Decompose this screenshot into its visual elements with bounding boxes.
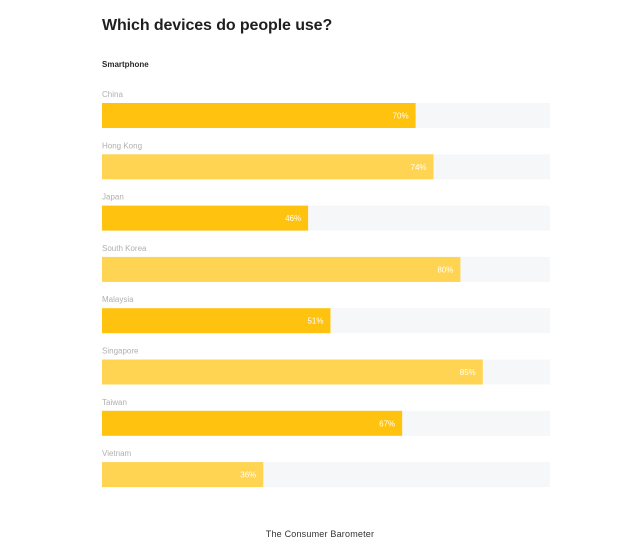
bar bbox=[102, 154, 434, 180]
chart-subtitle: Smartphone bbox=[102, 60, 149, 69]
data-label: 74% bbox=[411, 163, 427, 172]
data-label: 51% bbox=[307, 317, 323, 326]
category-label: South Korea bbox=[102, 244, 147, 253]
data-label: 80% bbox=[437, 265, 453, 274]
bar bbox=[102, 256, 461, 282]
category-label: Hong Kong bbox=[102, 141, 142, 150]
data-label: 67% bbox=[379, 419, 395, 428]
category-label: Taiwan bbox=[102, 398, 127, 407]
category-label: Malaysia bbox=[102, 295, 134, 304]
bar bbox=[102, 410, 403, 436]
data-label: 46% bbox=[285, 214, 301, 223]
data-label: 36% bbox=[240, 471, 256, 480]
bar bbox=[102, 462, 264, 488]
bar bbox=[102, 359, 483, 385]
category-label: Singapore bbox=[102, 347, 139, 356]
data-label: 85% bbox=[460, 368, 476, 377]
category-label: China bbox=[102, 90, 123, 99]
category-label: Vietnam bbox=[102, 449, 132, 458]
bar bbox=[102, 103, 416, 128]
data-label: 70% bbox=[393, 112, 409, 121]
bar bbox=[102, 205, 309, 231]
category-label: Japan bbox=[102, 193, 124, 202]
source-caption: The Consumer Barometer bbox=[265, 529, 375, 539]
chart-title: Which devices do people use? bbox=[102, 17, 333, 34]
bar bbox=[102, 308, 331, 334]
